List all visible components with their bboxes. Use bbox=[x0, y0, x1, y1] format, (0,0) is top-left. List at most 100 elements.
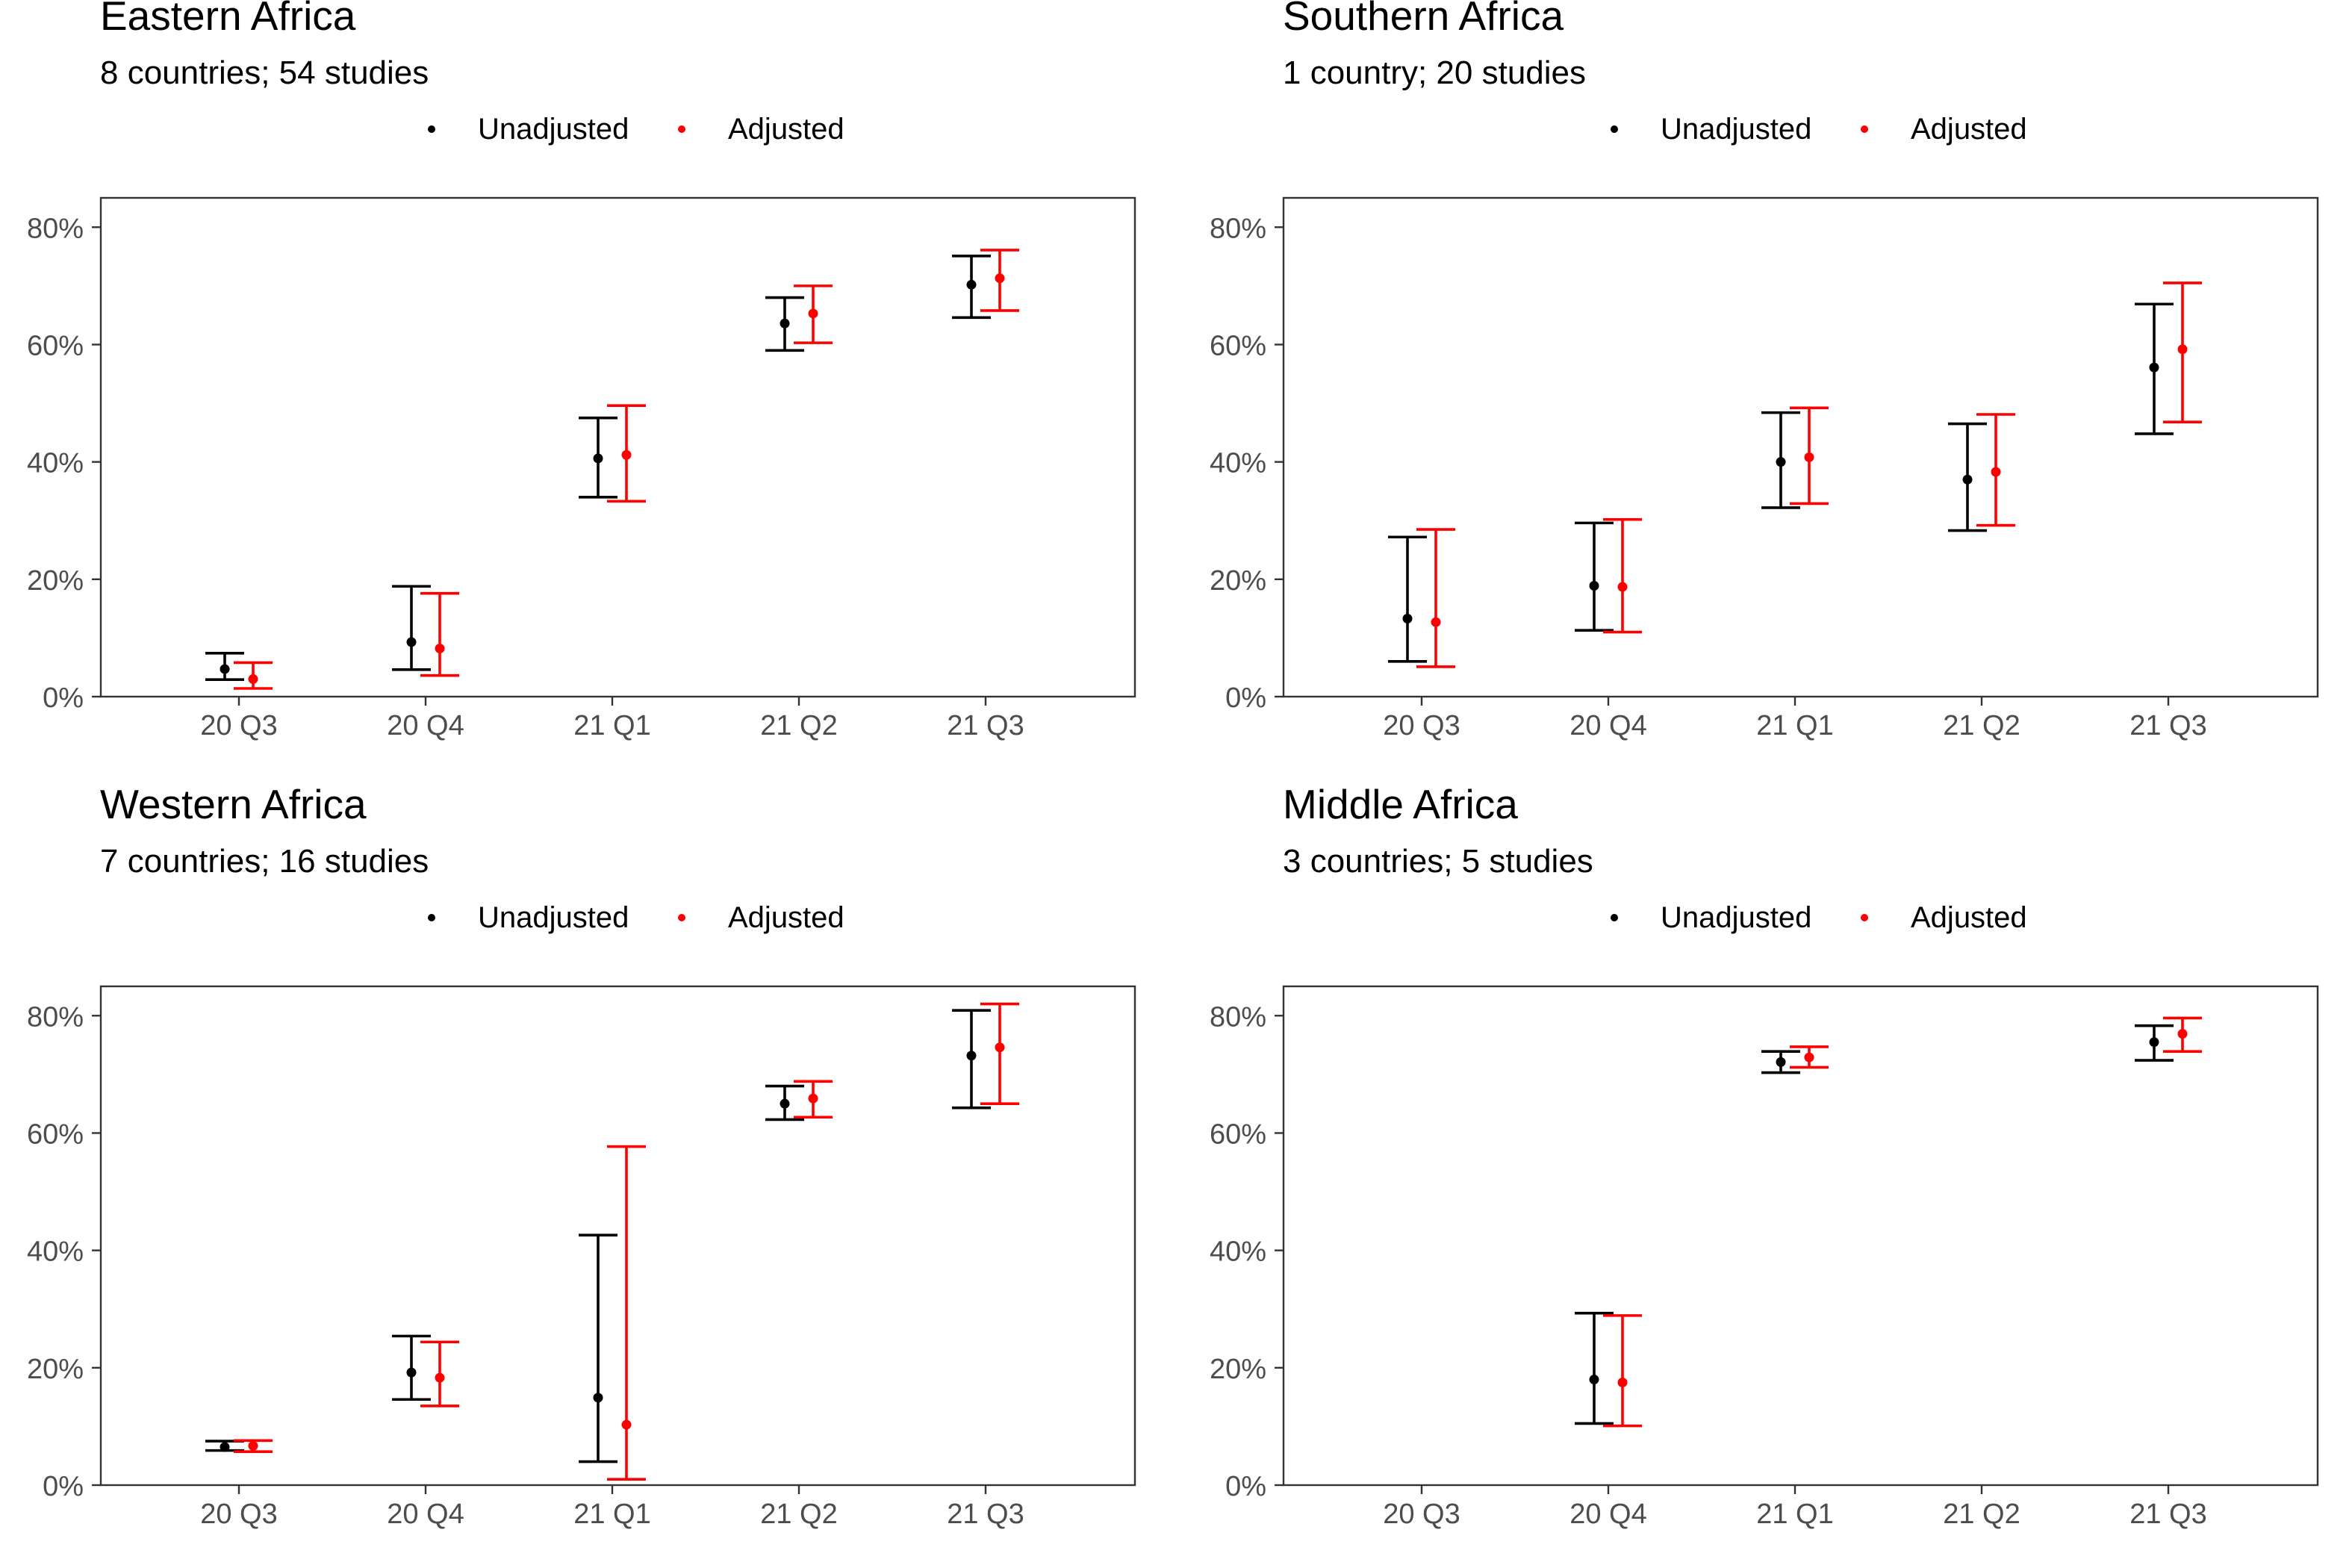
legend-dot-adjusted bbox=[678, 914, 685, 921]
legend-label-unadjusted: Unadjusted bbox=[478, 901, 629, 934]
point-adjusted bbox=[2177, 344, 2188, 355]
x-tick-label: 20 Q3 bbox=[200, 710, 278, 741]
point-adjusted bbox=[1431, 617, 1441, 627]
point-adjusted bbox=[435, 644, 445, 654]
x-tick-label: 21 Q1 bbox=[1756, 1499, 1834, 1530]
legend-label-adjusted: Adjusted bbox=[728, 901, 844, 934]
x-tick-label: 20 Q4 bbox=[1569, 710, 1647, 741]
y-tick-label: 60% bbox=[27, 330, 84, 361]
point-adjusted bbox=[435, 1372, 445, 1383]
point-unadjusted bbox=[780, 1098, 790, 1109]
legend-dot-adjusted bbox=[678, 125, 685, 133]
panel-subtitle: 3 countries; 5 studies bbox=[1283, 843, 1593, 880]
point-adjusted bbox=[808, 1093, 818, 1104]
x-tick-label: 21 Q1 bbox=[573, 710, 651, 741]
y-tick-label: 80% bbox=[27, 213, 84, 244]
x-tick-label: 21 Q3 bbox=[947, 710, 1024, 741]
legend-label-adjusted: Adjusted bbox=[1911, 901, 2027, 934]
panel-title: Eastern Africa bbox=[100, 0, 356, 39]
panel-title: Western Africa bbox=[100, 781, 367, 827]
point-adjusted bbox=[1804, 452, 1814, 462]
point-unadjusted bbox=[2149, 1037, 2159, 1048]
panel-subtitle: 8 countries; 54 studies bbox=[100, 55, 429, 91]
x-tick-label: 21 Q1 bbox=[1756, 710, 1834, 741]
panel-3: Middle Africa 3 countries; 5 studies Unadj… bbox=[1210, 781, 2319, 1530]
y-tick-label: 20% bbox=[1210, 1354, 1266, 1385]
point-adjusted bbox=[1617, 1377, 1628, 1387]
point-unadjusted bbox=[1402, 613, 1413, 623]
point-unadjusted bbox=[593, 1393, 603, 1403]
legend-dot-adjusted bbox=[1861, 914, 1868, 921]
y-tick-label: 0% bbox=[1225, 1471, 1266, 1502]
x-tick-label: 20 Q3 bbox=[200, 1499, 278, 1530]
x-tick-label: 20 Q4 bbox=[387, 710, 464, 741]
panel-0: Eastern Africa 8 countries; 54 studies Una… bbox=[27, 0, 1136, 741]
x-tick-label: 20 Q3 bbox=[1383, 1499, 1460, 1530]
point-unadjusted bbox=[966, 279, 977, 290]
point-adjusted bbox=[995, 273, 1005, 284]
y-tick-label: 20% bbox=[1210, 565, 1266, 597]
x-tick-label: 20 Q4 bbox=[387, 1499, 464, 1530]
legend-label-unadjusted: Unadjusted bbox=[478, 113, 629, 146]
y-tick-label: 60% bbox=[27, 1119, 84, 1150]
x-tick-label: 21 Q3 bbox=[2129, 1499, 2207, 1530]
panel-subtitle: 1 country; 20 studies bbox=[1283, 55, 1586, 91]
y-tick-label: 60% bbox=[1210, 330, 1266, 361]
y-tick-label: 40% bbox=[1210, 1236, 1266, 1268]
panel-1: Southern Africa 1 country; 20 studies Unad… bbox=[1210, 0, 2319, 741]
x-tick-label: 21 Q2 bbox=[760, 1499, 838, 1530]
point-unadjusted bbox=[593, 453, 603, 464]
y-tick-label: 40% bbox=[27, 1236, 84, 1268]
x-tick-label: 21 Q2 bbox=[1943, 710, 2020, 741]
legend-label-unadjusted: Unadjusted bbox=[1661, 901, 1811, 934]
x-tick-label: 21 Q1 bbox=[573, 1499, 651, 1530]
legend-dot-unadjusted bbox=[1611, 125, 1618, 133]
y-tick-label: 0% bbox=[43, 1471, 84, 1502]
plot-frame bbox=[99, 196, 1136, 698]
plot-frame bbox=[1282, 985, 2319, 1487]
point-unadjusted bbox=[966, 1051, 977, 1061]
point-adjusted bbox=[1804, 1052, 1814, 1063]
panel-2: Western Africa 7 countries; 16 studies Una… bbox=[27, 781, 1136, 1530]
point-unadjusted bbox=[1776, 1057, 1786, 1067]
point-adjusted bbox=[1617, 582, 1628, 592]
point-adjusted bbox=[2177, 1029, 2188, 1039]
y-tick-label: 0% bbox=[1225, 682, 1266, 714]
x-tick-label: 21 Q2 bbox=[1943, 1499, 2020, 1530]
point-unadjusted bbox=[780, 318, 790, 329]
point-adjusted bbox=[621, 1419, 632, 1430]
point-unadjusted bbox=[406, 1367, 417, 1378]
legend-label-adjusted: Adjusted bbox=[728, 113, 844, 146]
point-adjusted bbox=[995, 1042, 1005, 1053]
plot-frame bbox=[1282, 196, 2319, 698]
point-adjusted bbox=[1991, 467, 2001, 477]
legend-label-adjusted: Adjusted bbox=[1911, 113, 2027, 146]
legend-dot-unadjusted bbox=[428, 914, 435, 921]
y-tick-label: 40% bbox=[1210, 448, 1266, 479]
point-adjusted bbox=[248, 1440, 258, 1451]
y-tick-label: 60% bbox=[1210, 1119, 1266, 1150]
point-unadjusted bbox=[2149, 362, 2159, 373]
point-unadjusted bbox=[220, 664, 230, 674]
y-tick-label: 80% bbox=[27, 1001, 84, 1033]
legend-dot-unadjusted bbox=[1611, 914, 1618, 921]
panel-subtitle: 7 countries; 16 studies bbox=[100, 843, 429, 880]
legend-dot-unadjusted bbox=[428, 125, 435, 133]
point-unadjusted bbox=[406, 637, 417, 647]
y-tick-label: 80% bbox=[1210, 213, 1266, 244]
x-tick-label: 21 Q2 bbox=[760, 710, 838, 741]
y-tick-label: 80% bbox=[1210, 1001, 1266, 1033]
point-adjusted bbox=[621, 449, 632, 460]
y-tick-label: 40% bbox=[27, 448, 84, 479]
plot-frame bbox=[99, 985, 1136, 1487]
legend-dot-adjusted bbox=[1861, 125, 1868, 133]
y-tick-label: 20% bbox=[27, 565, 84, 597]
point-unadjusted bbox=[1589, 1375, 1599, 1385]
x-tick-label: 21 Q3 bbox=[2129, 710, 2207, 741]
panel-title: Middle Africa bbox=[1283, 781, 1518, 827]
x-tick-label: 20 Q3 bbox=[1383, 710, 1460, 741]
panel-title: Southern Africa bbox=[1283, 0, 1564, 39]
y-tick-label: 0% bbox=[43, 682, 84, 714]
x-tick-label: 20 Q4 bbox=[1569, 1499, 1647, 1530]
